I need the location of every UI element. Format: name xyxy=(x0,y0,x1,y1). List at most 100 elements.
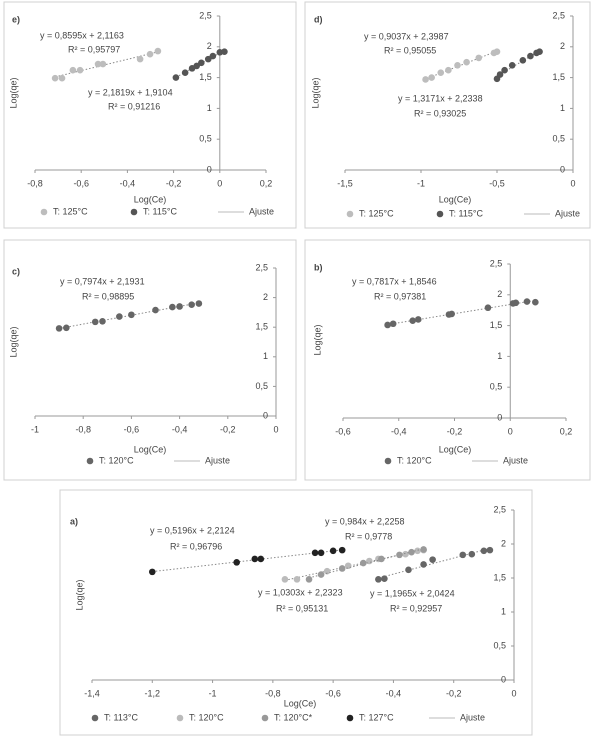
point xyxy=(317,571,325,578)
point xyxy=(329,547,337,555)
x-axis-title: Log(Ce) xyxy=(134,444,167,454)
x-tick-label: -0,2 xyxy=(447,426,463,436)
annotation: y = 1,3171x + 2,2338 xyxy=(398,93,483,103)
legend-label: T: 120°C xyxy=(189,712,224,722)
annotation: y = 0,7974x + 2,1931 xyxy=(60,276,145,286)
panel-label: c) xyxy=(12,266,20,276)
panel-label: d) xyxy=(314,14,323,24)
point xyxy=(69,66,77,74)
point xyxy=(55,325,63,332)
point xyxy=(422,76,429,83)
point xyxy=(475,54,483,62)
annotation: R² = 0,95131 xyxy=(276,603,328,613)
y-tick-label: 2,5 xyxy=(199,10,212,20)
y-tick-label: 1 xyxy=(207,103,212,113)
point xyxy=(437,69,445,76)
annotation: R² = 0,92957 xyxy=(390,603,442,613)
point xyxy=(519,57,527,64)
panel-label: b) xyxy=(314,262,323,272)
x-tick-label: -0,8 xyxy=(75,424,91,434)
legend-label: Ajuste xyxy=(205,455,230,465)
x-tick-label: -0,5 xyxy=(489,178,505,188)
x-tick-label: -0,4 xyxy=(120,178,136,188)
x-tick-label: -0,6 xyxy=(325,688,341,698)
x-tick-label: -1 xyxy=(31,424,39,434)
y-axis-title: Log(qe) xyxy=(8,326,18,357)
point xyxy=(445,66,452,74)
point xyxy=(94,60,102,68)
panel-label: e) xyxy=(12,14,20,24)
point xyxy=(414,547,421,555)
point xyxy=(169,303,176,311)
legend-label: T: 115°C xyxy=(449,208,483,218)
y-tick-label: 2 xyxy=(501,538,506,548)
x-tick-label: -1,4 xyxy=(84,688,100,698)
x-tick-label: 0 xyxy=(570,178,575,188)
y-tick-label: 2 xyxy=(207,41,212,51)
y-tick-label: 1,5 xyxy=(255,322,268,332)
y-tick-label: 1 xyxy=(263,351,268,361)
point xyxy=(501,66,508,74)
point xyxy=(154,47,162,55)
annotation: R² = 0,97381 xyxy=(374,291,426,301)
annotation: y = 0,5196x + 2,2124 xyxy=(150,525,235,535)
point xyxy=(536,48,543,56)
point xyxy=(257,555,265,563)
y-axis-title: Log(qe) xyxy=(310,77,320,108)
x-tick-label: -0,4 xyxy=(172,424,188,434)
y-tick-label: 2 xyxy=(560,41,565,51)
panel-frame xyxy=(304,1,591,229)
legend-label: T: 120°C xyxy=(397,455,432,465)
point xyxy=(136,55,144,63)
x-tick-label: -1 xyxy=(209,688,217,698)
y-tick-label: 1,5 xyxy=(199,72,212,82)
point xyxy=(58,74,66,82)
point xyxy=(198,59,205,67)
x-tick-label: -0,2 xyxy=(446,688,462,698)
y-tick-label: 2,5 xyxy=(255,262,268,272)
point xyxy=(209,52,217,60)
x-tick-label: -0,6 xyxy=(335,426,351,436)
x-tick-label: -1,5 xyxy=(337,178,353,188)
x-tick-label: -0,8 xyxy=(27,178,43,188)
x-tick-label: 0 xyxy=(511,688,516,698)
panel-label: a) xyxy=(70,516,78,526)
point xyxy=(233,559,240,566)
point xyxy=(408,548,415,556)
x-tick-label: 0 xyxy=(273,424,278,434)
point xyxy=(454,61,461,69)
legend-marker xyxy=(86,457,94,465)
legend-marker xyxy=(91,714,99,722)
x-axis-title: Log(Ce) xyxy=(284,698,317,708)
x-axis-title: Log(Ce) xyxy=(439,194,472,204)
panel-frame xyxy=(304,239,591,481)
point xyxy=(359,559,367,567)
point xyxy=(448,310,456,318)
legend-marker xyxy=(261,714,269,722)
point xyxy=(99,60,107,68)
y-tick-label: 0 xyxy=(207,164,212,174)
point xyxy=(459,551,467,559)
x-tick-label: 0 xyxy=(217,178,222,188)
y-axis-title: Log(qe) xyxy=(312,324,322,355)
panel-frame xyxy=(3,239,297,481)
annotation: y = 0,984x + 2,2258 xyxy=(325,516,405,526)
point xyxy=(496,71,504,78)
point xyxy=(146,50,154,58)
point xyxy=(428,74,435,81)
x-tick-label: -0,6 xyxy=(73,178,89,188)
x-axis-title: Log(Ce) xyxy=(439,444,472,454)
y-tick-label: 0 xyxy=(560,164,565,174)
trend-line xyxy=(175,49,225,78)
trend-line xyxy=(425,50,498,80)
y-tick-label: 0 xyxy=(497,412,502,422)
point xyxy=(323,567,331,575)
annotation: y = 0,7817x + 1,8546 xyxy=(352,276,437,286)
x-tick-label: -0,6 xyxy=(124,424,140,434)
annotation: y = 1,0303x + 2,2323 xyxy=(258,587,343,597)
annotation: R² = 0,95055 xyxy=(384,45,436,55)
annotation: y = 1,1965x + 2,0424 xyxy=(370,588,455,598)
point xyxy=(181,69,189,76)
legend-marker xyxy=(130,208,138,216)
